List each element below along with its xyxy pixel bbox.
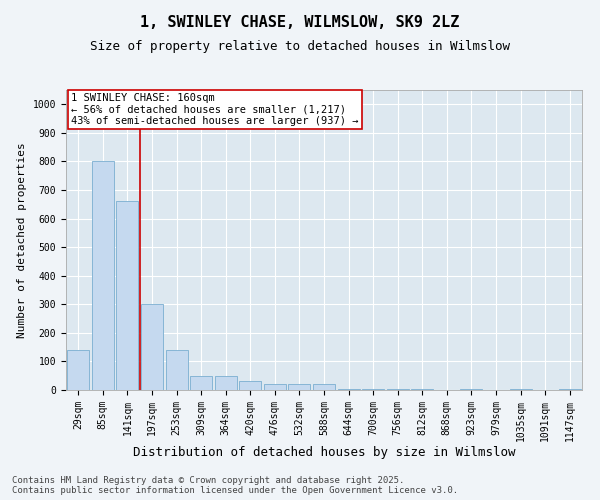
Bar — [116, 202, 139, 390]
Bar — [411, 388, 433, 390]
Bar — [239, 382, 262, 390]
Bar — [362, 388, 384, 390]
Text: 1, SWINLEY CHASE, WILMSLOW, SK9 2LZ: 1, SWINLEY CHASE, WILMSLOW, SK9 2LZ — [140, 15, 460, 30]
Bar — [67, 350, 89, 390]
Text: Contains HM Land Registry data © Crown copyright and database right 2025.
Contai: Contains HM Land Registry data © Crown c… — [12, 476, 458, 495]
Bar — [141, 304, 163, 390]
Bar — [509, 388, 532, 390]
Bar — [215, 376, 237, 390]
Bar — [338, 388, 359, 390]
Bar — [289, 384, 310, 390]
Bar — [386, 388, 409, 390]
Y-axis label: Number of detached properties: Number of detached properties — [17, 142, 27, 338]
X-axis label: Distribution of detached houses by size in Wilmslow: Distribution of detached houses by size … — [133, 446, 515, 460]
Bar — [313, 384, 335, 390]
Bar — [190, 376, 212, 390]
Text: 1 SWINLEY CHASE: 160sqm
← 56% of detached houses are smaller (1,217)
43% of semi: 1 SWINLEY CHASE: 160sqm ← 56% of detache… — [71, 93, 359, 126]
Bar — [92, 162, 114, 390]
Bar — [559, 388, 581, 390]
Text: Size of property relative to detached houses in Wilmslow: Size of property relative to detached ho… — [90, 40, 510, 53]
Bar — [264, 384, 286, 390]
Bar — [460, 388, 482, 390]
Bar — [166, 350, 188, 390]
